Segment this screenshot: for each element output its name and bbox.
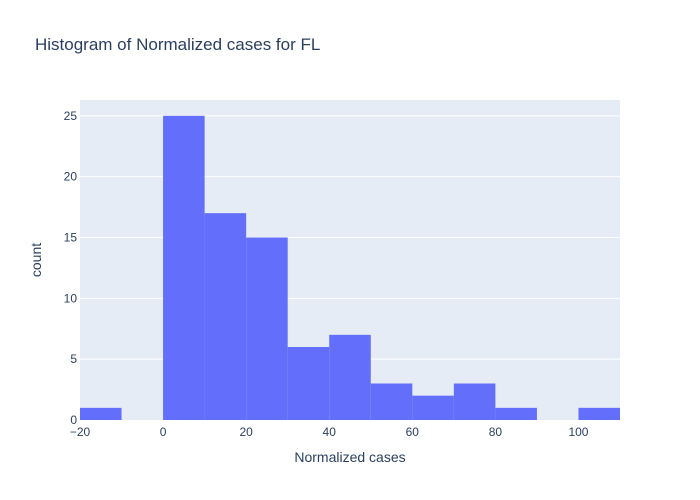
y-axis-title: count [28, 243, 44, 277]
histogram-bar-10 [495, 407, 537, 420]
y-tick-label: 20 [64, 170, 78, 184]
histogram-bar-5 [287, 346, 330, 420]
y-tick-label: 0 [70, 413, 77, 427]
y-tick-label: 10 [64, 291, 78, 305]
histogram-bar-2 [163, 115, 205, 420]
histogram-bar-3 [204, 213, 247, 420]
y-axis-ticks: 0 5 10 15 20 25 [64, 109, 78, 427]
x-tick-label: 80 [489, 425, 503, 439]
x-axis-ticks: −20 0 20 40 60 80 100 [70, 425, 589, 439]
y-tick-label: 5 [70, 352, 77, 366]
x-tick-label: 20 [239, 425, 253, 439]
x-tick-label: 40 [323, 425, 337, 439]
bars [80, 115, 620, 420]
x-tick-label: 60 [406, 425, 420, 439]
histogram-bar-8 [412, 395, 454, 420]
x-tick-label: −20 [70, 425, 91, 439]
y-tick-label: 25 [64, 109, 78, 123]
x-axis-title: Normalized cases [294, 449, 405, 465]
histogram-bar-7 [370, 383, 413, 420]
histogram-bar-12 [578, 407, 620, 420]
histogram-bar-0 [80, 407, 122, 420]
histogram-bar-6 [329, 334, 371, 420]
chart-title: Histogram of Normalized cases for FL [35, 35, 320, 54]
histogram-bar-9 [453, 383, 496, 420]
y-tick-label: 15 [64, 230, 78, 244]
x-tick-label: 0 [160, 425, 167, 439]
histogram-bar-4 [246, 237, 288, 420]
x-tick-label: 100 [568, 425, 588, 439]
